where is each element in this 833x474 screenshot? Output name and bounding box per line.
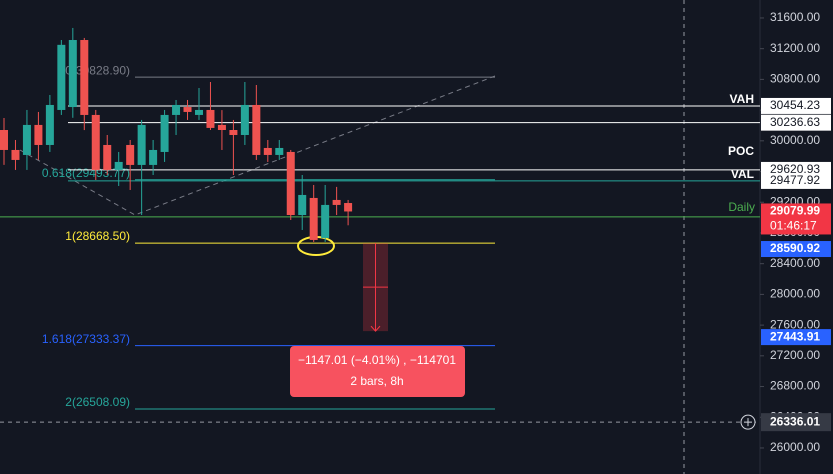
- candle-body: [160, 114, 169, 152]
- candle-body: [252, 104, 261, 155]
- candle-body: [275, 147, 284, 155]
- current-price: 29079.99: [770, 204, 820, 218]
- candle-body: [57, 44, 66, 110]
- price-box-label: 27443.91: [770, 329, 820, 343]
- candle-body: [309, 197, 318, 240]
- y-tick-label: 27600.00: [770, 317, 820, 331]
- y-tick-label: 26000.00: [770, 440, 820, 454]
- fib-label: 1.618(27333.37): [42, 332, 130, 346]
- price-box-label: 29477.92: [770, 173, 820, 187]
- candle-body: [172, 104, 181, 115]
- candle-body: [183, 107, 192, 112]
- candle-body: [0, 129, 8, 150]
- candle-body: [229, 129, 238, 135]
- current-price-box: [761, 203, 831, 235]
- countdown: 01:46:17: [770, 219, 817, 233]
- candle-body: [298, 194, 307, 216]
- candle-body: [149, 149, 158, 165]
- candle-body: [194, 109, 203, 115]
- candle-body: [68, 40, 77, 108]
- candle-body: [11, 149, 20, 160]
- y-tick-label: 30800.00: [770, 72, 820, 86]
- candle-body: [114, 161, 123, 170]
- candle-body: [332, 199, 341, 205]
- price-box: [761, 329, 831, 346]
- crosshair-price: 26336.01: [770, 414, 820, 428]
- price-box: [761, 172, 831, 189]
- y-tick-label: 31600.00: [770, 10, 820, 24]
- measure-arrowhead: [370, 325, 381, 332]
- crosshair-price-box: [761, 413, 831, 432]
- candle-body: [91, 114, 100, 170]
- price-box-label: 30236.63: [770, 115, 820, 129]
- daily-label: Daily: [728, 200, 755, 214]
- candle-body: [286, 151, 295, 216]
- fib-label: 1(28668.50): [65, 229, 130, 243]
- crosshair-plus-icon: [744, 418, 752, 427]
- candle-body: [321, 204, 330, 238]
- candle-body: [126, 144, 135, 165]
- y-tick-label: 28000.00: [770, 287, 820, 301]
- price-box-label: 29620.93: [770, 162, 820, 176]
- profile-level-name: VAL: [731, 167, 754, 181]
- candle-body: [137, 124, 146, 165]
- candle-body: [263, 147, 272, 155]
- fib-label: 2(26508.09): [65, 395, 130, 409]
- price-box: [761, 241, 831, 258]
- profile-level-name: VAH: [730, 92, 754, 106]
- candle-body: [103, 144, 112, 170]
- candle-body: [344, 203, 353, 212]
- candle-body: [206, 109, 215, 128]
- y-tick-label: 31200.00: [770, 41, 820, 55]
- candle-body: [240, 104, 249, 135]
- y-tick-label: 26800.00: [770, 379, 820, 393]
- price-box: [761, 97, 831, 114]
- candle-body: [217, 124, 226, 130]
- y-tick-label: 28400.00: [770, 256, 820, 270]
- y-tick-label: 27200.00: [770, 348, 820, 362]
- candle-body: [34, 124, 43, 145]
- y-tick-label: 30000.00: [770, 133, 820, 147]
- measure-tooltip: [290, 346, 465, 397]
- price-box-label: 30454.23: [770, 98, 820, 112]
- candle-body: [45, 104, 54, 145]
- candle-body: [22, 124, 31, 155]
- measure-subtext: 2 bars, 8h: [350, 374, 403, 388]
- profile-level-name: POC: [728, 144, 754, 158]
- price-box-label: 28590.92: [770, 241, 820, 255]
- candle-body: [80, 40, 89, 115]
- price-box: [761, 114, 831, 131]
- measure-text: −1147.01 (−4.01%) , −114701: [298, 353, 456, 367]
